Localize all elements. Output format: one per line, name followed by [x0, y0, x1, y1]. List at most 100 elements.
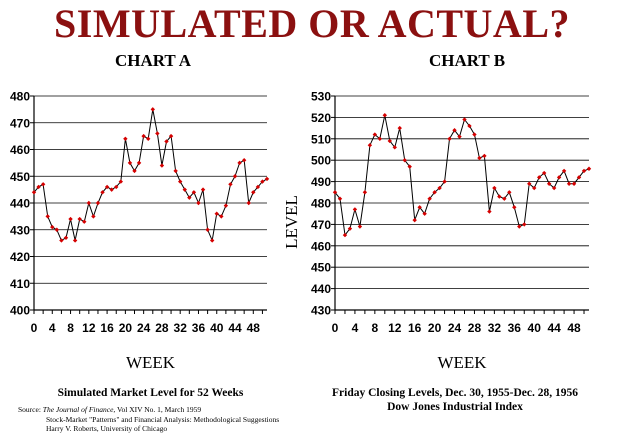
chart-b-point: [342, 232, 348, 238]
source-journal: The Journal of Finance: [42, 405, 114, 414]
chart-a-point: [155, 131, 160, 136]
chart-b-point: [482, 153, 487, 159]
chart-a-ytick-label: 430: [10, 223, 30, 237]
chart-b-point: [576, 175, 582, 180]
chart-b-xtick-label: 32: [488, 321, 502, 335]
chart-a-ytick-label: 420: [10, 250, 30, 264]
chart-b-xtick-label: 4: [352, 321, 359, 335]
chart-b-point: [467, 123, 472, 129]
chart-b-ytick-label: 520: [311, 111, 331, 125]
chart-b-point: [556, 175, 562, 180]
chart-b-point: [427, 196, 432, 201]
chart-a-point: [219, 214, 224, 219]
chart-b-point: [337, 196, 343, 201]
chart-a-point: [251, 190, 256, 195]
source-volume: , Vol XIV No. 1, March 1959: [113, 405, 202, 414]
chart-a-point: [109, 187, 114, 192]
chart-b-point: [397, 125, 402, 131]
chart-a-point: [114, 184, 119, 190]
chart-b-xtick-label: 24: [448, 321, 462, 335]
chart-a-point: [205, 227, 210, 232]
source-label: Source:: [18, 405, 41, 414]
chart-a-point: [50, 224, 55, 230]
chart-a-point: [104, 184, 110, 190]
chart-b-xtick-label: 0: [332, 321, 339, 335]
chart-b-xtick-label: 36: [508, 321, 522, 335]
chart-b-ylabel: LEVEL: [282, 195, 301, 249]
source-note: Source: The Journal of Finance, Vol XIV …: [18, 405, 348, 434]
chart-a-ytick-label: 400: [10, 304, 30, 318]
chart-b-point: [492, 185, 497, 191]
chart-a-xtick-label: 40: [210, 321, 224, 335]
chart-a-point: [232, 174, 238, 179]
chart-a-point: [77, 216, 82, 222]
source-line-3: Harry V. Roberts, University of Chicago: [46, 424, 168, 433]
chart-b-ytick-label: 480: [311, 197, 331, 211]
chart-a-title: CHART A: [115, 51, 192, 70]
chart-b-point: [432, 190, 437, 195]
chart-b-point: [442, 179, 447, 184]
chart-a-point: [68, 216, 73, 222]
chart-b-point: [392, 145, 397, 150]
chart-b-point: [512, 205, 517, 210]
chart-a-xtick-label: 12: [82, 321, 96, 335]
chart-a-point: [150, 107, 155, 112]
chart-a-ytick-label: 460: [10, 143, 30, 157]
chart-a-point: [146, 136, 151, 141]
chart-a-point: [136, 160, 142, 166]
chart-b-point: [332, 190, 338, 195]
chart-a-ytick-label: 450: [10, 170, 30, 184]
chart-b-xtick-label: 40: [528, 321, 542, 335]
chart-a-point: [214, 211, 219, 216]
chart-b-point: [417, 205, 422, 210]
chart-b-ytick-label: 450: [311, 261, 331, 275]
chart-a-point: [59, 238, 64, 243]
chart-b-point: [412, 217, 417, 223]
chart-a-xtick-label: 8: [67, 321, 74, 335]
chart-a-point: [164, 139, 169, 144]
chart-b-xtick-label: 8: [371, 321, 378, 335]
chart-b-point: [362, 190, 368, 195]
chart-b-point: [581, 168, 587, 174]
chart-a-xtick-label: 0: [31, 321, 38, 335]
chart-a-xlabel: WEEK: [126, 353, 176, 372]
chart-a-point: [187, 195, 192, 200]
chart-b-ytick-label: 460: [311, 239, 331, 253]
chart-b-xtick-label: 20: [428, 321, 442, 335]
chart-b-point: [502, 196, 507, 201]
chart-a-point: [173, 168, 178, 174]
chart-b-point: [541, 170, 547, 176]
chart-b-point: [517, 224, 522, 229]
chart-a-point: [177, 179, 183, 184]
chart-b-xtick-label: 44: [547, 321, 561, 335]
chart-a-point: [246, 200, 251, 206]
chart-a-ytick-label: 440: [10, 197, 30, 211]
chart-b-point: [551, 185, 557, 191]
chart-b-point: [571, 181, 577, 186]
chart-b-xtick-label: 12: [388, 321, 402, 335]
chart-b-point: [527, 181, 532, 186]
chart-a-ytick-label: 480: [10, 90, 30, 104]
chart-a-point: [241, 158, 247, 163]
source-line-2: Stock-Market "Patterns" and Financial An…: [46, 414, 280, 424]
chart-a-point: [127, 160, 133, 166]
chart-a-point: [191, 190, 197, 195]
chart-a-point: [132, 168, 137, 174]
chart-b-ytick-label: 430: [311, 304, 331, 318]
chart-b-point: [352, 207, 358, 212]
chart-a-xtick-label: 48: [247, 321, 261, 335]
chart-b-title: CHART B: [429, 51, 505, 70]
chart-b-xtick-label: 48: [567, 321, 581, 335]
chart-a-point: [54, 227, 60, 232]
chart-b-ytick-label: 490: [311, 175, 331, 189]
chart-b-point: [522, 222, 527, 227]
chart-a-point: [223, 203, 229, 208]
chart-a-point: [123, 136, 128, 141]
chart-b-point: [452, 128, 457, 133]
chart-a-point: [159, 163, 165, 168]
chart-b-point: [372, 132, 378, 137]
chart-b-point: [487, 209, 492, 214]
chart-a-point: [264, 176, 270, 182]
chart-b-point: [347, 226, 353, 231]
